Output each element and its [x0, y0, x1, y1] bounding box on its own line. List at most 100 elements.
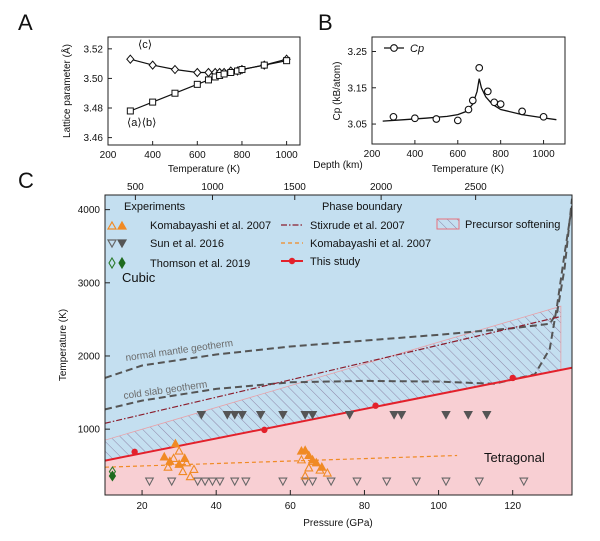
a-xtick-label: 400	[144, 150, 161, 161]
sun-open-point	[229, 477, 240, 487]
legend-cp-marker	[390, 44, 398, 52]
thomson-filled-point	[108, 470, 117, 482]
legend-sun-open-marker	[106, 239, 118, 249]
komabayashi-open-point	[178, 466, 188, 476]
cubic-label: Cubic	[122, 270, 156, 285]
panel-c-top-xlabel: Depth (km)	[313, 160, 362, 171]
panel-label-b: B	[318, 10, 333, 35]
legend-sun-label: Sun et al. 2016	[150, 238, 224, 250]
sun-open-point	[144, 477, 155, 487]
sun-open-point	[307, 477, 318, 487]
series-label-c: ⟨c⟩	[138, 39, 152, 51]
sun-open-point	[215, 477, 225, 487]
a-point-c	[126, 54, 135, 64]
a-point-c	[193, 67, 202, 78]
komabayashi-open-point	[163, 462, 173, 471]
a-point-ab	[204, 76, 212, 84]
sun-filled-point	[463, 410, 473, 420]
b-point	[518, 107, 526, 116]
c-ytick-label: 4000	[78, 205, 101, 216]
komabayashi-open-point	[304, 462, 314, 472]
legend-komabayashi-filled-marker	[116, 220, 128, 230]
sun-filled-point	[441, 410, 451, 420]
c-ytick-label: 1000	[78, 425, 101, 436]
c-top-tick-label: 2000	[370, 182, 393, 193]
c-xtick-label: 20	[137, 501, 149, 512]
komabayashi-open-point	[185, 471, 195, 481]
b-point	[464, 105, 473, 114]
legend-komabayashi-boundary: Komabayashi et al. 2007	[281, 238, 431, 250]
a-point-ab	[126, 107, 134, 115]
sun-filled-point	[300, 410, 310, 420]
sun-open-point	[441, 477, 451, 487]
legend-this-study-marker	[288, 257, 296, 265]
komabayashi-boundary-line	[105, 454, 458, 468]
c-xtick-label: 120	[504, 501, 521, 512]
komabayashi-filled-point	[159, 451, 170, 461]
c-ytick-label: 3000	[78, 278, 101, 289]
komabayashi-filled-point	[174, 459, 184, 468]
b-xtick-label: 200	[364, 149, 381, 160]
legend-cp-label: Cp	[410, 43, 424, 55]
a-xtick-label: 800	[234, 150, 251, 161]
legend-thomson: Thomson et al. 2019	[108, 256, 250, 270]
panel-b-ylabel: Cp (kB/atom)	[332, 62, 343, 121]
c-top-tick-label: 500	[127, 182, 144, 193]
legend-komabayashi-open-marker	[106, 220, 118, 230]
sun-filled-point	[229, 410, 240, 420]
sun-filled-point	[278, 410, 288, 420]
normal-mantle-geotherm-line	[105, 198, 572, 379]
this-study-point	[372, 402, 379, 409]
a-point-ab	[283, 57, 291, 65]
legend-sun: Sun et al. 2016	[106, 238, 224, 250]
b-point	[483, 87, 492, 96]
c-ytick-label: 2000	[78, 351, 101, 362]
panel-c-xlabel: Pressure (GPa)	[303, 518, 372, 529]
b-xtick-label: 1000	[532, 149, 555, 160]
b-ytick-label: 3.25	[348, 47, 368, 58]
komabayashi-open-point	[300, 470, 310, 480]
legend-precursor-label: Precursor softening	[465, 219, 560, 231]
c-xtick-label: 40	[211, 501, 223, 512]
c-xtick-label: 100	[430, 501, 447, 512]
cubic-region	[105, 195, 572, 461]
sun-filled-point	[344, 410, 355, 420]
komabayashi-filled-point	[170, 438, 181, 448]
panel-a-chart: 200 400 600 800 1000 3.46 3.48 3.50 3.52 ⟨c⟩ ⟨a⟩…	[60, 36, 301, 175]
a-ytick-label: 3.48	[84, 104, 104, 115]
legend-sun-filled-marker	[116, 239, 128, 249]
panel-label-c: C	[18, 168, 34, 193]
sun-filled-point	[222, 410, 233, 420]
sun-filled-point	[396, 410, 407, 420]
sun-open-point	[192, 477, 203, 487]
legend-komabayashi-exp-label: Komabayashi et al. 2007	[150, 220, 271, 232]
panel-b-frame	[371, 36, 566, 145]
panel-b-xlabel: Temperature (K)	[432, 164, 504, 175]
legend-precursor-swatch	[436, 218, 460, 230]
a-point-ab	[171, 89, 179, 97]
legend-thomson-open-marker	[108, 256, 116, 270]
sun-open-point	[300, 477, 310, 487]
panel-a-xlabel: Temperature (K)	[168, 164, 240, 175]
sun-open-point	[207, 477, 218, 487]
sun-open-point	[241, 477, 251, 487]
a-xtick-label: 1000	[275, 150, 298, 161]
a-ytick-label: 3.52	[84, 44, 104, 55]
legend-phase-title: Phase boundary	[322, 201, 403, 213]
b-point	[389, 112, 398, 121]
c-xtick-label: 60	[285, 501, 297, 512]
komabayashi-filled-point	[179, 453, 190, 462]
legend-precursor: Precursor softening	[436, 218, 560, 231]
komabayashi-open-point	[181, 457, 192, 467]
panel-c-chart: 20 40 60 80 100 120 1000 2000 3000 4000 500 1000 150…	[58, 160, 573, 529]
this-study-point	[261, 426, 268, 434]
legend-komabayashi-exp: Komabayashi et al. 2007	[106, 220, 271, 232]
legend-komabayashi-boundary-label: Komabayashi et al. 2007	[310, 238, 431, 250]
legend-this-study: This study	[281, 256, 361, 268]
panel-c-ylabel: Temperature (K)	[58, 309, 69, 381]
tetragonal-label: Tetragonal	[484, 450, 545, 465]
a-point-ab	[260, 61, 268, 69]
sun-open-point	[519, 477, 529, 487]
legend-stixrude-label: Stixrude et al. 2007	[310, 220, 405, 232]
